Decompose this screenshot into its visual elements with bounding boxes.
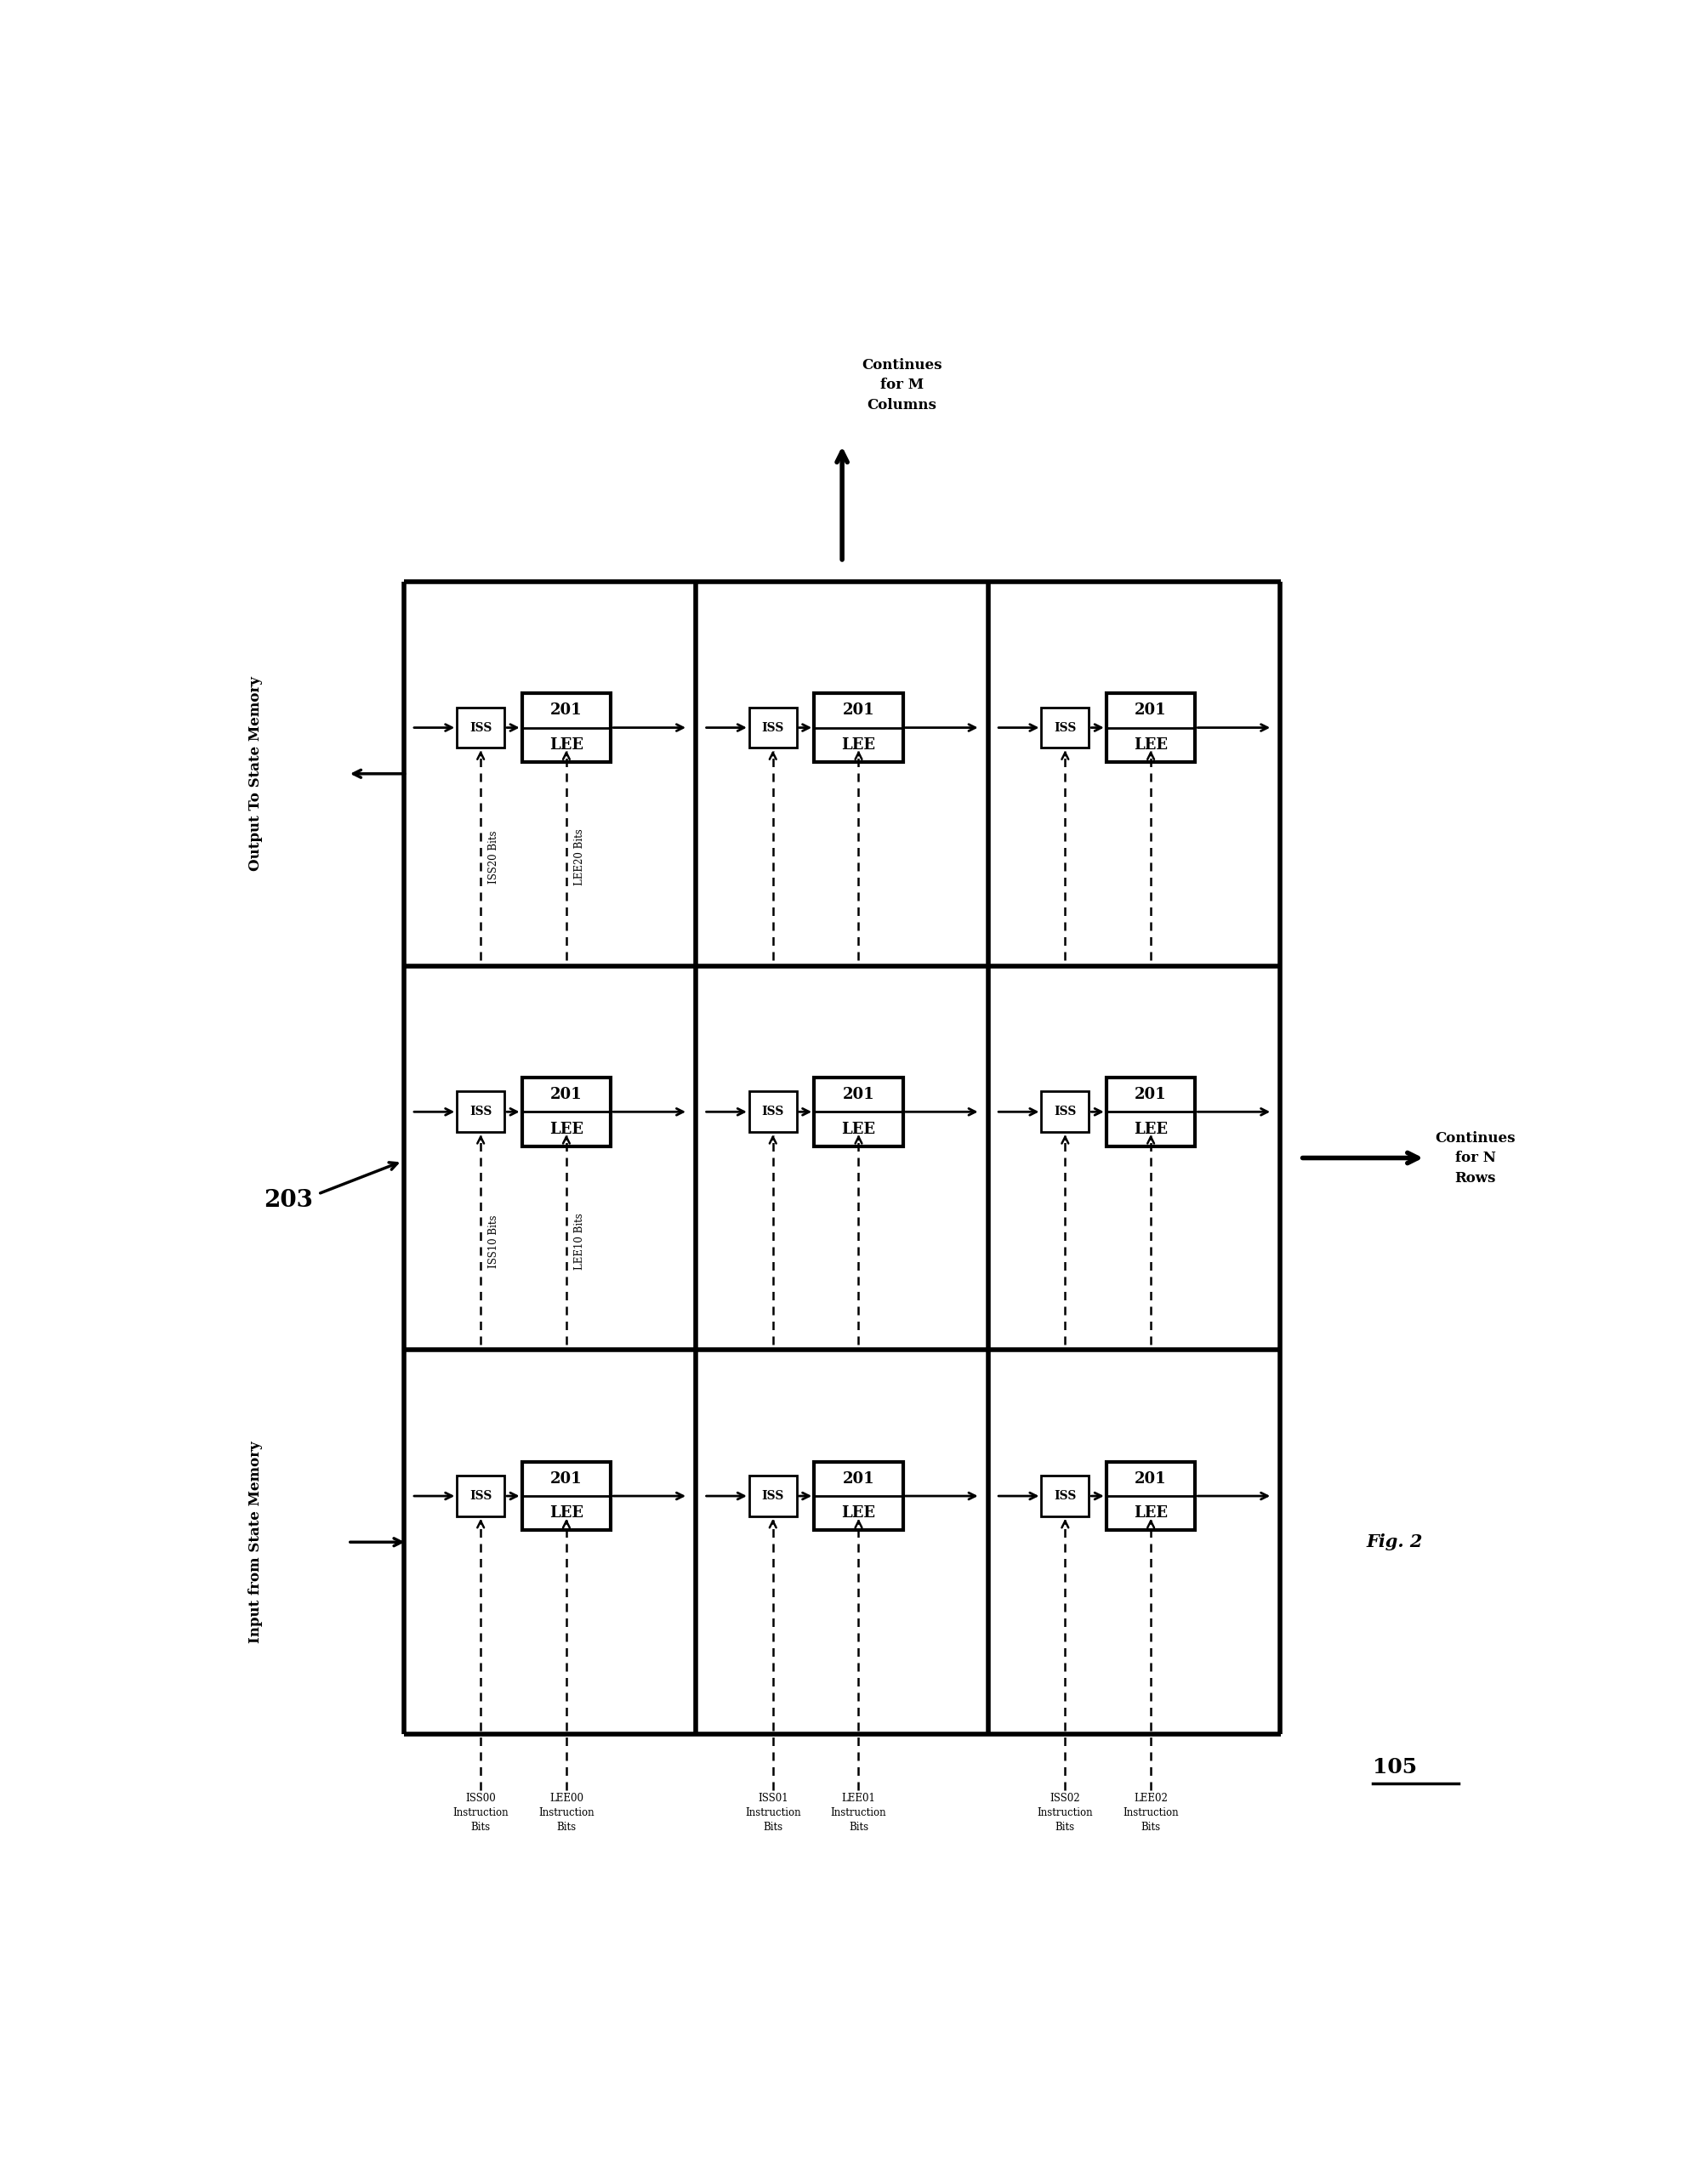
Bar xyxy=(748,1476,796,1516)
Text: ISS: ISS xyxy=(762,721,784,734)
Text: ISS: ISS xyxy=(469,721,492,734)
Text: LEE: LEE xyxy=(842,1120,876,1136)
Bar xyxy=(815,692,903,762)
Bar xyxy=(458,708,505,747)
Text: Continues
for N
Rows: Continues for N Rows xyxy=(1436,1131,1516,1186)
Text: ISS20 Bits: ISS20 Bits xyxy=(488,830,500,885)
Bar xyxy=(1041,1092,1089,1131)
Bar xyxy=(522,1077,611,1147)
Bar xyxy=(458,1476,505,1516)
Text: ISS02
Instruction
Bits: ISS02 Instruction Bits xyxy=(1038,1793,1094,1832)
Text: ISS00
Instruction
Bits: ISS00 Instruction Bits xyxy=(452,1793,509,1832)
Text: Input from State Memory: Input from State Memory xyxy=(248,1441,262,1642)
Text: LEE: LEE xyxy=(1135,738,1169,753)
Bar xyxy=(1041,708,1089,747)
Text: 201: 201 xyxy=(1135,1472,1167,1487)
Text: 201: 201 xyxy=(551,703,582,719)
Text: 201: 201 xyxy=(1135,703,1167,719)
Text: LEE20 Bits: LEE20 Bits xyxy=(575,828,585,885)
Text: Fig. 2: Fig. 2 xyxy=(1366,1533,1422,1551)
Text: ISS: ISS xyxy=(762,1489,784,1503)
Text: LEE02
Instruction
Bits: LEE02 Instruction Bits xyxy=(1123,1793,1179,1832)
Text: ISS: ISS xyxy=(762,1105,784,1118)
Bar xyxy=(522,692,611,762)
Text: ISS: ISS xyxy=(469,1105,492,1118)
Text: ISS10 Bits: ISS10 Bits xyxy=(488,1214,500,1267)
Bar xyxy=(748,1092,796,1131)
Text: 201: 201 xyxy=(842,703,874,719)
Text: 201: 201 xyxy=(551,1088,582,1103)
Bar xyxy=(1106,1461,1196,1531)
Text: LEE: LEE xyxy=(842,1505,876,1520)
Bar xyxy=(748,708,796,747)
Text: LEE10 Bits: LEE10 Bits xyxy=(575,1212,585,1269)
Bar xyxy=(522,1461,611,1531)
Text: LEE: LEE xyxy=(1135,1505,1169,1520)
Text: LEE: LEE xyxy=(549,1505,583,1520)
Text: 201: 201 xyxy=(551,1472,582,1487)
Text: 201: 201 xyxy=(1135,1088,1167,1103)
Text: LEE01
Instruction
Bits: LEE01 Instruction Bits xyxy=(830,1793,886,1832)
Text: ISS01
Instruction
Bits: ISS01 Instruction Bits xyxy=(745,1793,801,1832)
Text: ISS: ISS xyxy=(1055,1489,1077,1503)
Bar xyxy=(458,1092,505,1131)
Text: Output To State Memory: Output To State Memory xyxy=(248,677,262,871)
Bar xyxy=(1041,1476,1089,1516)
Bar xyxy=(1106,692,1196,762)
Text: Continues
for M
Columns: Continues for M Columns xyxy=(862,358,942,413)
Text: 201: 201 xyxy=(842,1088,874,1103)
Bar xyxy=(1106,1077,1196,1147)
Text: 203: 203 xyxy=(264,1188,313,1212)
Text: LEE: LEE xyxy=(1135,1120,1169,1136)
Text: LEE00
Instruction
Bits: LEE00 Instruction Bits xyxy=(539,1793,594,1832)
Text: LEE: LEE xyxy=(842,738,876,753)
Bar xyxy=(815,1077,903,1147)
Text: 105: 105 xyxy=(1373,1756,1417,1778)
Bar xyxy=(815,1461,903,1531)
Text: ISS: ISS xyxy=(1055,1105,1077,1118)
Text: 201: 201 xyxy=(842,1472,874,1487)
Text: ISS: ISS xyxy=(1055,721,1077,734)
Text: ISS: ISS xyxy=(469,1489,492,1503)
Text: LEE: LEE xyxy=(549,738,583,753)
Text: LEE: LEE xyxy=(549,1120,583,1136)
